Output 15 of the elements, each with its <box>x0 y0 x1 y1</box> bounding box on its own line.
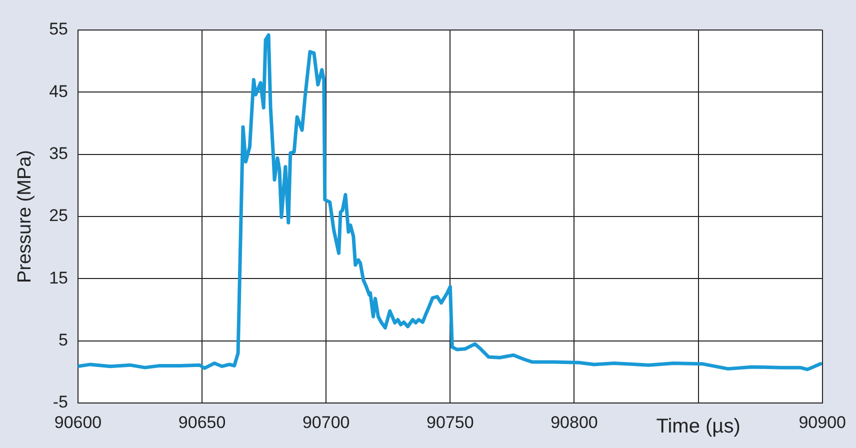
y-tick-label: 5 <box>58 330 68 350</box>
y-tick-label: 25 <box>49 206 68 226</box>
x-tick-label: 90750 <box>426 412 474 432</box>
y-tick-label: 15 <box>49 268 68 288</box>
y-tick-label: -5 <box>52 392 68 412</box>
x-axis-title: Time (µs) <box>656 416 740 438</box>
y-axis-title: Pressure (MPa) <box>14 150 36 284</box>
y-tick-label: 55 <box>49 20 68 39</box>
x-tick-label: 90600 <box>54 412 102 432</box>
x-tick-label: 90800 <box>550 412 598 432</box>
y-tick-label: 35 <box>49 144 68 164</box>
y-tick-label: 45 <box>49 82 68 101</box>
x-tick-label: 90650 <box>178 412 226 432</box>
x-tick-label: 90700 <box>302 412 350 432</box>
x-tick-label: 90900 <box>798 412 846 432</box>
